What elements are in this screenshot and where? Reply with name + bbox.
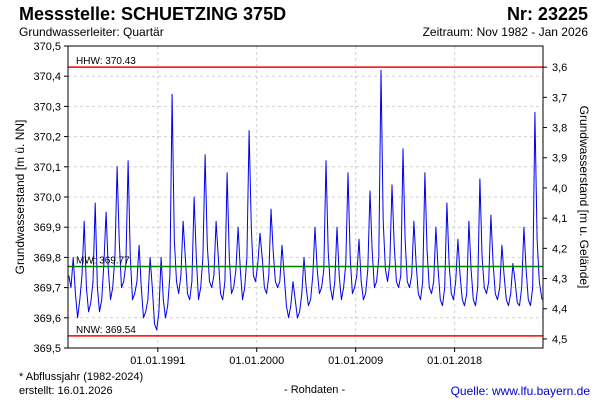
y2-tick-label: 3,9 xyxy=(552,153,567,165)
reference-line-label: HHW: 370.43 xyxy=(76,56,136,67)
y-tick-label: 369,9 xyxy=(33,222,61,234)
y-tick-label: 369,5 xyxy=(33,343,61,355)
aquifer-label: Grundwasserleiter: Quartär xyxy=(19,25,164,39)
station-title: Messstelle: SCHUETZING 375D xyxy=(19,4,287,24)
y-tick-label: 369,6 xyxy=(33,313,61,325)
y-axis-title: Grundwasserstand [m ü. NN] xyxy=(13,120,27,275)
raw-data-label: - Rohdaten - xyxy=(284,384,346,396)
y2-tick-label: 4,0 xyxy=(552,183,567,195)
hydrological-year-note: * Abflussjahr (1982-2024) xyxy=(19,371,144,383)
y-tick-label: 370,0 xyxy=(33,192,61,204)
y2-tick-label: 3,6 xyxy=(552,62,567,74)
x-tick-label: 01.01.1991 xyxy=(130,355,185,367)
created-date: erstellt: 16.01.2026 xyxy=(19,385,113,397)
source-link[interactable]: Quelle: www.lfu.bayern.de xyxy=(450,384,590,398)
station-number: Nr: 23225 xyxy=(506,4,588,24)
y-tick-label: 370,2 xyxy=(33,132,61,144)
y2-tick-label: 3,7 xyxy=(552,92,567,104)
y-tick-label: 369,8 xyxy=(33,252,61,264)
y2-tick-label: 4,3 xyxy=(552,274,567,286)
y-tick-label: 370,1 xyxy=(33,162,61,174)
y2-tick-label: 3,8 xyxy=(552,123,567,135)
x-tick-label: 01.01.2000 xyxy=(229,355,284,367)
reference-line-label: MW: 369.77 xyxy=(76,255,130,266)
y2-tick-label: 4,5 xyxy=(552,334,567,346)
x-tick-label: 01.01.2018 xyxy=(427,355,482,367)
y-tick-label: 370,4 xyxy=(33,71,61,83)
plot-frame xyxy=(67,45,544,349)
y-tick-label: 370,5 xyxy=(33,41,61,53)
reference-line-label: NNW: 369.54 xyxy=(76,325,136,336)
x-tick-label: 01.01.2009 xyxy=(328,355,383,367)
y-tick-label: 370,3 xyxy=(33,101,61,113)
period-label: Zeitraum: Nov 1982 - Jan 2026 xyxy=(422,25,588,39)
series-line xyxy=(68,69,543,331)
y2-tick-label: 4,1 xyxy=(552,213,567,225)
y2-tick-label: 4,4 xyxy=(552,304,567,316)
y-tick-label: 369,7 xyxy=(33,283,61,295)
y2-axis-title: Grundwasserstand [m u. Gelände] xyxy=(577,106,591,289)
y2-tick-label: 4,2 xyxy=(552,243,567,255)
